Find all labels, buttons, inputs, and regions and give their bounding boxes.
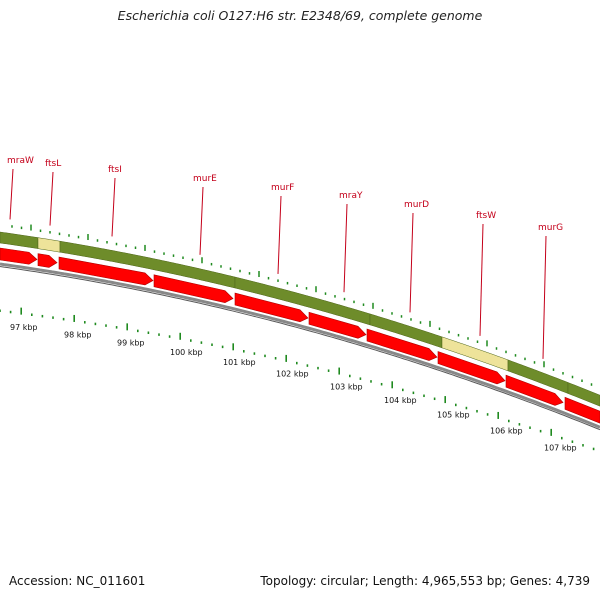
genome-summary-text: Topology: circular; Length: 4,965,553 bp… — [260, 574, 590, 588]
gene-leader-line — [49, 171, 54, 226]
cds-arrow — [0, 247, 38, 265]
gene-label-murG: murG — [538, 223, 563, 233]
kbp-labels: 97 kbp 98 kbp 99 kbp 100 kbp 101 kbp 102 kbp 1… — [10, 323, 577, 452]
gene-labels: mraW ftsL ftsI murE murF mraY murD ftsW murG — [7, 156, 563, 359]
cds-arrow — [37, 253, 58, 268]
kbp-label: 106 kbp — [490, 426, 523, 435]
kbp-label: 100 kbp — [170, 348, 203, 357]
backbone-line — [0, 262, 600, 429]
gene-leader-line — [199, 186, 204, 255]
gene-label-murE: murE — [193, 174, 217, 184]
kbp-label: 98 kbp — [64, 331, 92, 340]
gene-band-segment — [37, 237, 61, 253]
gene-leader-line — [277, 195, 282, 274]
kbp-label: 103 kbp — [330, 382, 363, 391]
gene-leader-line — [479, 223, 484, 336]
cds-arrow — [564, 396, 600, 424]
kbp-label: 99 kbp — [117, 339, 145, 348]
accession-text: Accession: NC_011601 — [9, 574, 146, 588]
kbp-label: 101 kbp — [223, 358, 256, 367]
gene-band — [0, 231, 600, 407]
gene-label-ftsW: ftsW — [476, 211, 496, 221]
gene-leader-line — [542, 235, 547, 359]
gene-leader-line — [111, 177, 116, 237]
gene-leader-line — [343, 203, 348, 293]
gene-band-segment — [0, 231, 39, 249]
backbone-shadow — [0, 266, 600, 431]
gene-label-mraY: mraY — [339, 191, 363, 201]
cds-arrow — [505, 374, 564, 406]
genome-backbone — [0, 262, 600, 431]
cds-arrow — [437, 351, 506, 385]
gene-label-ftsL: ftsL — [45, 159, 61, 169]
map-title: Escherichia coli O127:H6 str. E2348/69, … — [117, 8, 483, 23]
cds-arrow — [58, 256, 154, 286]
gene-label-murF: murF — [271, 183, 294, 193]
gene-leader-line — [9, 168, 14, 220]
kbp-label: 104 kbp — [384, 396, 417, 405]
gene-ticks-top — [11, 224, 593, 386]
kbp-ticks — [0, 307, 595, 451]
gene-label-mraW: mraW — [7, 156, 34, 166]
gene-label-murD: murD — [404, 200, 429, 210]
cds-arrow — [153, 274, 234, 303]
gene-leader-line — [409, 212, 414, 313]
kbp-label: 107 kbp — [544, 444, 577, 453]
kbp-label: 97 kbp — [10, 323, 38, 332]
kbp-label: 105 kbp — [437, 411, 470, 420]
cds-arrow — [366, 328, 438, 361]
gene-band-segment — [567, 382, 600, 407]
cds-arrow — [234, 292, 309, 323]
cds-arrow — [308, 311, 367, 339]
gene-label-ftsI: ftsI — [108, 165, 122, 175]
kbp-label: 102 kbp — [276, 370, 309, 379]
cds-arrows — [0, 247, 600, 424]
